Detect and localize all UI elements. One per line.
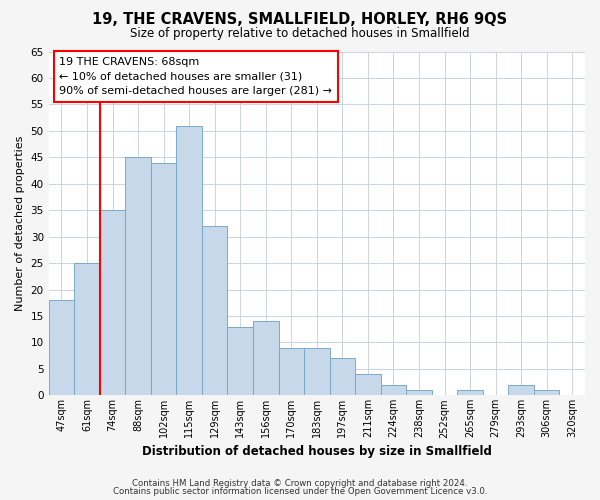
X-axis label: Distribution of detached houses by size in Smallfield: Distribution of detached houses by size … <box>142 444 492 458</box>
Bar <box>202 226 227 396</box>
Text: Contains public sector information licensed under the Open Government Licence v3: Contains public sector information licen… <box>113 487 487 496</box>
Bar <box>508 384 534 396</box>
Y-axis label: Number of detached properties: Number of detached properties <box>15 136 25 311</box>
Bar <box>125 158 151 396</box>
Bar <box>176 126 202 396</box>
Bar <box>304 348 329 396</box>
Bar <box>49 300 74 396</box>
Text: 19, THE CRAVENS, SMALLFIELD, HORLEY, RH6 9QS: 19, THE CRAVENS, SMALLFIELD, HORLEY, RH6… <box>92 12 508 28</box>
Text: Contains HM Land Registry data © Crown copyright and database right 2024.: Contains HM Land Registry data © Crown c… <box>132 478 468 488</box>
Bar <box>355 374 380 396</box>
Text: Size of property relative to detached houses in Smallfield: Size of property relative to detached ho… <box>130 28 470 40</box>
Bar <box>151 162 176 396</box>
Bar <box>100 210 125 396</box>
Bar <box>74 263 100 396</box>
Bar <box>380 384 406 396</box>
Bar <box>253 321 278 396</box>
Bar <box>457 390 483 396</box>
Bar <box>227 326 253 396</box>
Text: 19 THE CRAVENS: 68sqm
← 10% of detached houses are smaller (31)
90% of semi-deta: 19 THE CRAVENS: 68sqm ← 10% of detached … <box>59 56 332 96</box>
Bar <box>329 358 355 396</box>
Bar <box>278 348 304 396</box>
Bar <box>534 390 559 396</box>
Bar <box>406 390 432 396</box>
